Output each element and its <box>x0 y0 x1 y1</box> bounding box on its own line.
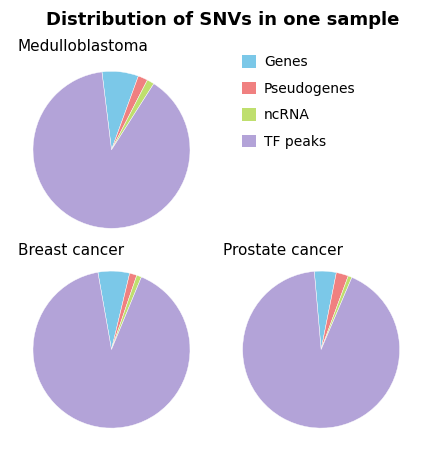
Text: Prostate cancer: Prostate cancer <box>223 243 343 258</box>
Wedge shape <box>112 76 147 150</box>
Wedge shape <box>33 272 190 428</box>
Legend: Genes, Pseudogenes, ncRNA, TF peaks: Genes, Pseudogenes, ncRNA, TF peaks <box>239 52 358 151</box>
Wedge shape <box>243 271 400 428</box>
Text: Breast cancer: Breast cancer <box>18 243 124 258</box>
Wedge shape <box>321 272 348 350</box>
Wedge shape <box>102 71 138 150</box>
Text: Distribution of SNVs in one sample: Distribution of SNVs in one sample <box>46 11 400 30</box>
Wedge shape <box>112 275 141 350</box>
Wedge shape <box>98 271 130 350</box>
Wedge shape <box>112 273 137 350</box>
Wedge shape <box>321 276 352 350</box>
Wedge shape <box>314 271 336 350</box>
Wedge shape <box>112 80 154 150</box>
Text: Medulloblastoma: Medulloblastoma <box>18 39 149 54</box>
Wedge shape <box>33 72 190 228</box>
